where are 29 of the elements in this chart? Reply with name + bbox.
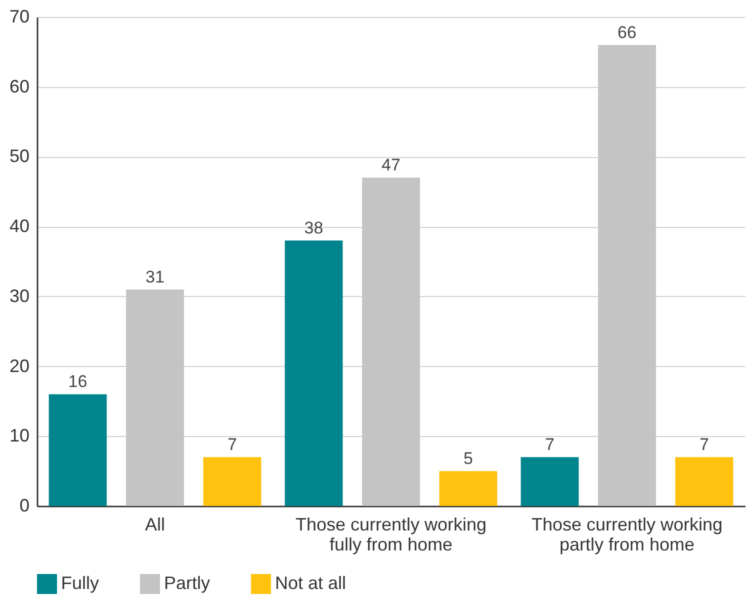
legend-label: Not at all <box>275 573 346 593</box>
data-label: 5 <box>464 449 473 468</box>
data-label: 66 <box>618 22 636 42</box>
bar <box>48 394 107 506</box>
legend-label: Fully <box>61 573 100 593</box>
data-label: 47 <box>382 156 400 175</box>
bar <box>520 457 579 506</box>
data-label: 31 <box>146 267 164 286</box>
data-label: 7 <box>545 435 554 454</box>
y-tick-label: 50 <box>9 146 30 166</box>
data-label: 7 <box>700 435 709 454</box>
bar <box>284 240 343 506</box>
data-label: 16 <box>68 372 88 392</box>
y-tick-label: 30 <box>9 286 30 306</box>
bar <box>203 457 262 506</box>
y-tick-label: 70 <box>9 6 30 26</box>
x-tick-label: All <box>144 514 166 534</box>
y-tick-label: 10 <box>9 426 30 446</box>
data-label: 7 <box>228 435 237 454</box>
legend-label: Partly <box>164 573 210 593</box>
bar <box>675 457 734 506</box>
bar <box>439 471 498 506</box>
y-tick-label: 60 <box>9 76 30 96</box>
y-tick-label: 20 <box>9 356 30 376</box>
data-label: 38 <box>304 218 324 238</box>
x-tick-label: Those currently working fully from home <box>295 514 487 554</box>
y-tick-label: 0 <box>19 496 30 516</box>
y-tick-label: 40 <box>9 216 30 236</box>
x-tick-label: Those currently working partly from home <box>531 514 723 554</box>
